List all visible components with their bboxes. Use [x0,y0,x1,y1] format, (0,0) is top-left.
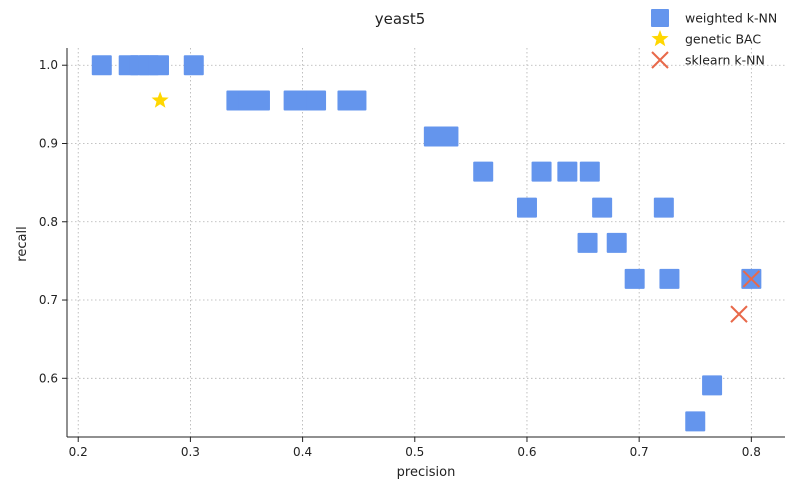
legend-item-sklearn-k-nn: sklearn k-NN [651,51,765,69]
sklearn-k-nn-point [742,270,761,288]
weighted-k-nn-point [148,55,169,76]
weighted-k-nn-point [659,268,680,289]
weighted-k-nn-point [557,161,578,182]
y-axis-ticks: 0.6 0.7 0.8 0.9 1.0 [39,58,67,385]
y-tick-label: 1.0 [39,58,58,72]
weighted-k-nn-point [579,161,600,182]
weighted-k-nn-point [473,161,494,182]
legend-marker-genetic-bac [651,30,669,47]
y-tick-label: 0.9 [39,136,58,150]
x-tick-label: 0.7 [630,445,649,459]
weighted-k-nn-point [183,55,204,76]
x-axis-label: precision [397,465,456,480]
weighted-k-nn-point [606,232,627,253]
weighted-k-nn-point [249,90,270,111]
weighted-k-nn-point [516,197,537,218]
y-axis-label: recall [15,226,30,261]
y-tick-label: 0.6 [39,371,58,385]
x-marker-stroke [730,305,748,323]
grid-lines [67,48,785,437]
legend-marker-weighted-k-nn [651,9,669,27]
weighted-k-nn-point [624,268,645,289]
weighted-k-nn-point [91,55,112,76]
x-axis-ticks: 0.2 0.3 0.4 0.5 0.6 0.7 0.8 [69,437,761,459]
axes [66,48,785,438]
data-points [91,55,762,432]
x-tick-label: 0.5 [405,445,424,459]
x-tick-label: 0.8 [742,445,761,459]
weighted-k-nn-point [702,375,723,396]
legend-label-weighted-k-nn: weighted k-NN [685,11,777,26]
legend-label-sklearn-k-nn: sklearn k-NN [685,53,765,68]
legend-item-weighted-k-nn: weighted k-NN [651,9,777,27]
x-marker-stroke [651,51,669,69]
weighted-k-nn-point [592,197,613,218]
weighted-k-nn-point [653,197,674,218]
x-tick-label: 0.2 [69,445,88,459]
weighted-k-nn-point [346,90,367,111]
x-marker-stroke [742,270,761,288]
weighted-k-nn-point [438,126,459,147]
weighted-k-nn-point [306,90,327,111]
weighted-k-nn-point [577,232,598,253]
sklearn-k-nn-point [730,305,748,323]
legend-marker-sklearn-k-nn [651,51,669,69]
weighted-k-nn-point [531,161,552,182]
x-tick-label: 0.4 [293,445,312,459]
legend-label-genetic-bac: genetic BAC [685,32,761,47]
y-tick-label: 0.7 [39,293,58,307]
y-tick-label: 0.8 [39,215,58,229]
genetic-bac-point [151,91,169,108]
weighted-k-nn-point [685,411,706,432]
legend: weighted k-NN genetic BAC sklearn k-NN [651,9,777,69]
x-tick-label: 0.3 [181,445,200,459]
legend-item-genetic-bac: genetic BAC [651,30,761,47]
x-tick-label: 0.6 [517,445,536,459]
chart-title: yeast5 [375,10,426,28]
